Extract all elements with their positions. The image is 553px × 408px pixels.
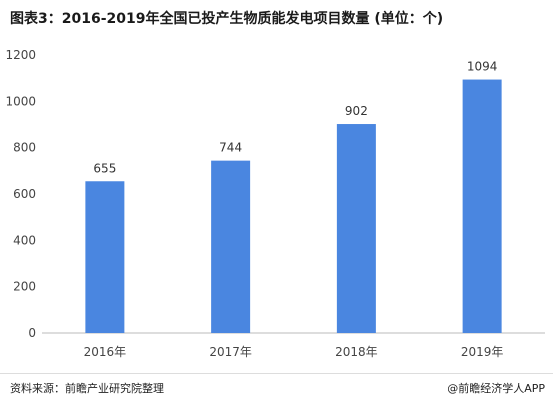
y-tick-label: 0 [28, 326, 36, 340]
source-note: 资料来源：前瞻产业研究院整理 [10, 382, 164, 395]
chart-title: 图表3：2016-2019年全国已投产生物质能发电项目数量 (单位：个) [10, 11, 444, 27]
y-tick-label: 400 [13, 233, 36, 247]
footer-divider [0, 373, 553, 374]
data-label: 655 [93, 161, 116, 175]
bar [336, 124, 376, 333]
y-tick-label: 1200 [5, 48, 36, 62]
data-label: 1094 [467, 60, 498, 74]
y-tick-label: 800 [13, 141, 36, 155]
y-tick-label: 200 [13, 280, 36, 294]
y-tick-label: 1000 [5, 94, 36, 108]
brand-credit: @前瞻经济学人APP [447, 382, 545, 395]
bar [462, 79, 502, 333]
y-axis-ticks: 0 200 400 600 800 1000 1200 [5, 48, 36, 340]
x-tick-label: 2018年 [335, 345, 378, 359]
x-tick-label: 2016年 [84, 345, 127, 359]
bars [85, 79, 502, 333]
x-tick-label: 2019年 [461, 345, 504, 359]
data-labels: 655 744 902 1094 [93, 60, 497, 176]
x-tick-label: 2017年 [209, 345, 252, 359]
y-tick-label: 600 [13, 187, 36, 201]
bar [211, 160, 251, 333]
x-axis-ticks: 2016年 2017年 2018年 2019年 [84, 345, 504, 359]
data-label: 744 [219, 141, 242, 155]
data-label: 902 [345, 104, 368, 118]
bar [85, 181, 125, 333]
